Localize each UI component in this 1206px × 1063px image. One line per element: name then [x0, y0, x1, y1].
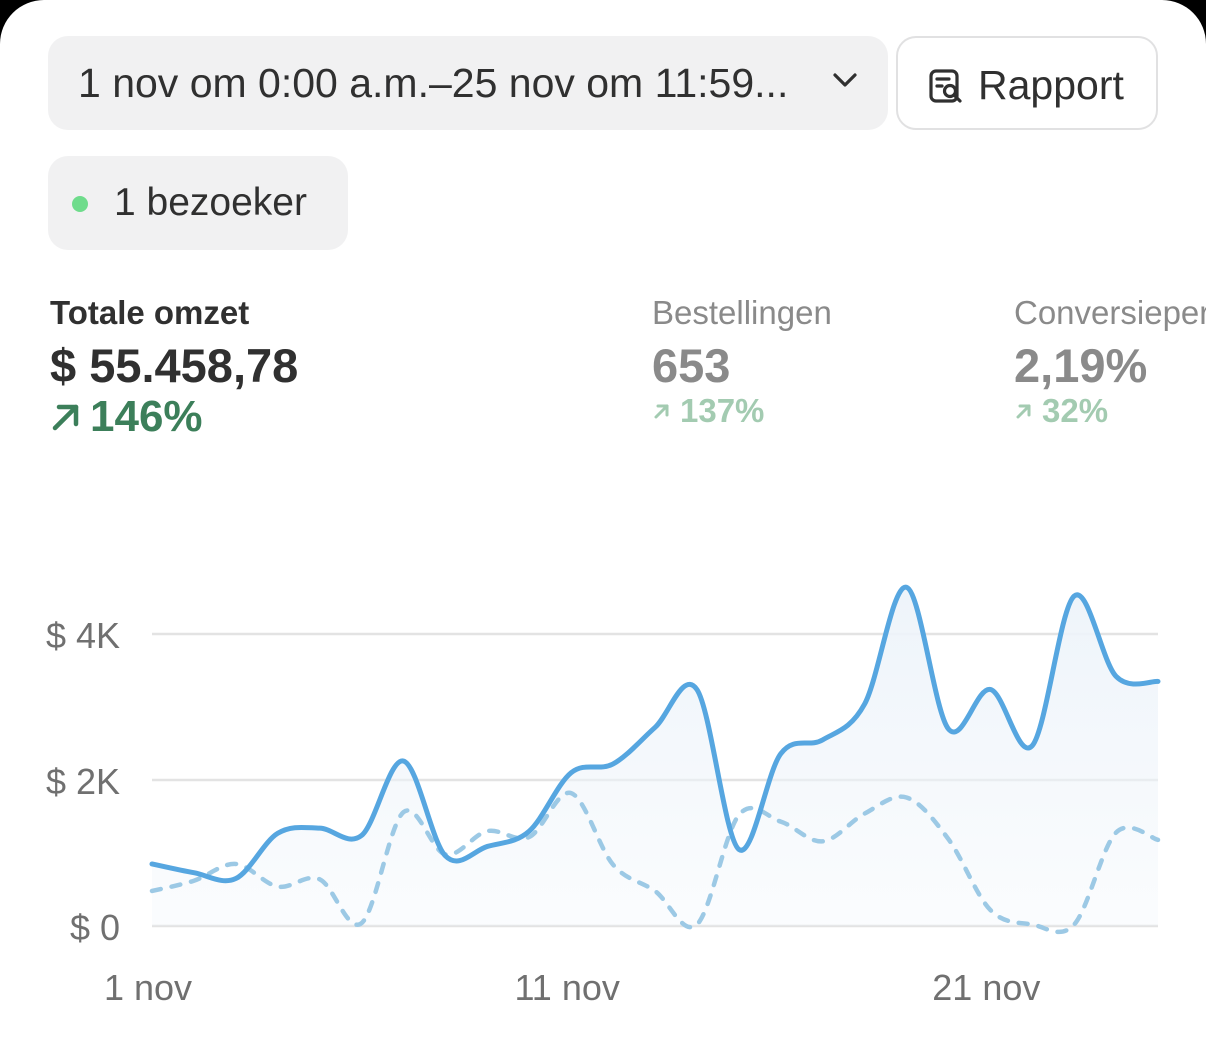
report-search-icon [929, 69, 962, 103]
metric-change-value: 137% [680, 392, 765, 429]
metric-change-value: 146% [90, 392, 203, 441]
metric-change: 32% [1014, 392, 1206, 430]
metric-label: Totale omzet [50, 294, 250, 331]
y-tick-label: $ 4K [46, 615, 120, 656]
sales-line-chart: $ 0 $ 2K $ 4K 1 nov 11 nov 21 nov [46, 584, 1161, 1008]
metric-conversion[interactable]: Conversiepercentage 2,19% 32% [1014, 294, 1206, 430]
chevron-down-icon [833, 73, 857, 87]
date-range-label: 1 nov om 0:00 a.m.–25 nov om 11:59... [78, 59, 789, 106]
metric-change: 137% [652, 392, 832, 430]
visitors-label: 1 bezoeker [114, 181, 307, 224]
metric-change: 146% [50, 392, 298, 442]
series-line-previous [149, 790, 1161, 935]
x-tick-label: 11 nov [514, 967, 619, 1008]
x-tick-label: 1 nov [104, 967, 192, 1008]
metric-value: 653 [652, 339, 731, 392]
metric-label: Conversiepercentage [1014, 294, 1206, 331]
metric-change-value: 32% [1042, 392, 1109, 429]
series-area [152, 587, 1158, 926]
live-visitors-badge[interactable]: 1 bezoeker [48, 156, 348, 250]
report-button-label: Rapport [978, 62, 1124, 108]
y-tick-label: $ 0 [70, 907, 120, 948]
status-dot-icon [72, 196, 88, 212]
metric-label: Bestellingen [652, 294, 832, 331]
series-line-current [149, 584, 1161, 884]
metric-value: 2,19% [1014, 339, 1148, 392]
arrow-up-right-icon [654, 404, 669, 419]
arrow-up-right-icon [52, 404, 79, 431]
metric-value: $ 55.458,78 [50, 339, 299, 392]
metric-orders[interactable]: Bestellingen 653 137% [652, 294, 832, 430]
x-tick-label: 21 nov [932, 967, 1040, 1008]
date-range-selector[interactable]: 1 nov om 0:00 a.m.–25 nov om 11:59... [48, 36, 888, 130]
y-tick-label: $ 2K [46, 761, 120, 802]
report-button[interactable]: Rapport [896, 36, 1158, 130]
metric-total-sales[interactable]: Totale omzet $ 55.458,78 146% [50, 294, 298, 442]
arrow-up-right-icon [1016, 404, 1031, 419]
